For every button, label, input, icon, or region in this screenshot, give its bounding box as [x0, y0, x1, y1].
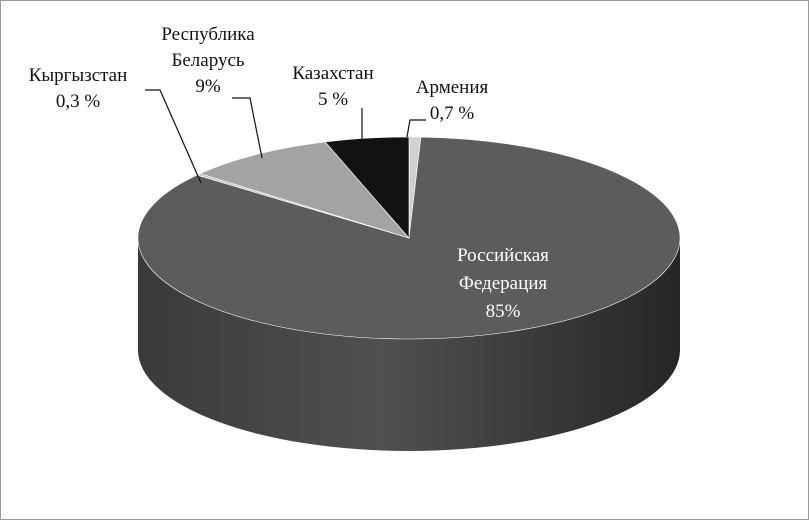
- slice-label: Кыргызстан 0,3 %: [8, 63, 148, 115]
- category-label: Республика Беларусь: [161, 24, 255, 71]
- slice-label: Казахстан 5 %: [278, 61, 388, 113]
- value-label: 5 %: [317, 89, 349, 110]
- category-label: Армения: [415, 77, 489, 98]
- leader-line: [406, 119, 426, 138]
- leader-line: [232, 97, 263, 159]
- slice-label: Российская Федерация 85%: [428, 242, 578, 326]
- leader-line: [145, 89, 202, 184]
- value-label: 9%: [195, 76, 221, 97]
- pie: [137, 136, 681, 451]
- category-label: Казахстан: [292, 63, 374, 84]
- slice-label: Армения 0,7 %: [392, 75, 512, 127]
- category-label: Кыргызстан: [28, 65, 128, 86]
- category-label: Российская Федерация: [457, 245, 549, 294]
- slice-label: Республика Беларусь 9%: [153, 22, 263, 100]
- slice-side: [138, 238, 680, 451]
- slice: [324, 136, 410, 239]
- value-label: 0,3 %: [55, 91, 101, 112]
- slice: [199, 141, 410, 239]
- leader-lines: [145, 89, 426, 184]
- value-label: 85%: [485, 301, 521, 322]
- value-label: 0,7 %: [429, 103, 475, 124]
